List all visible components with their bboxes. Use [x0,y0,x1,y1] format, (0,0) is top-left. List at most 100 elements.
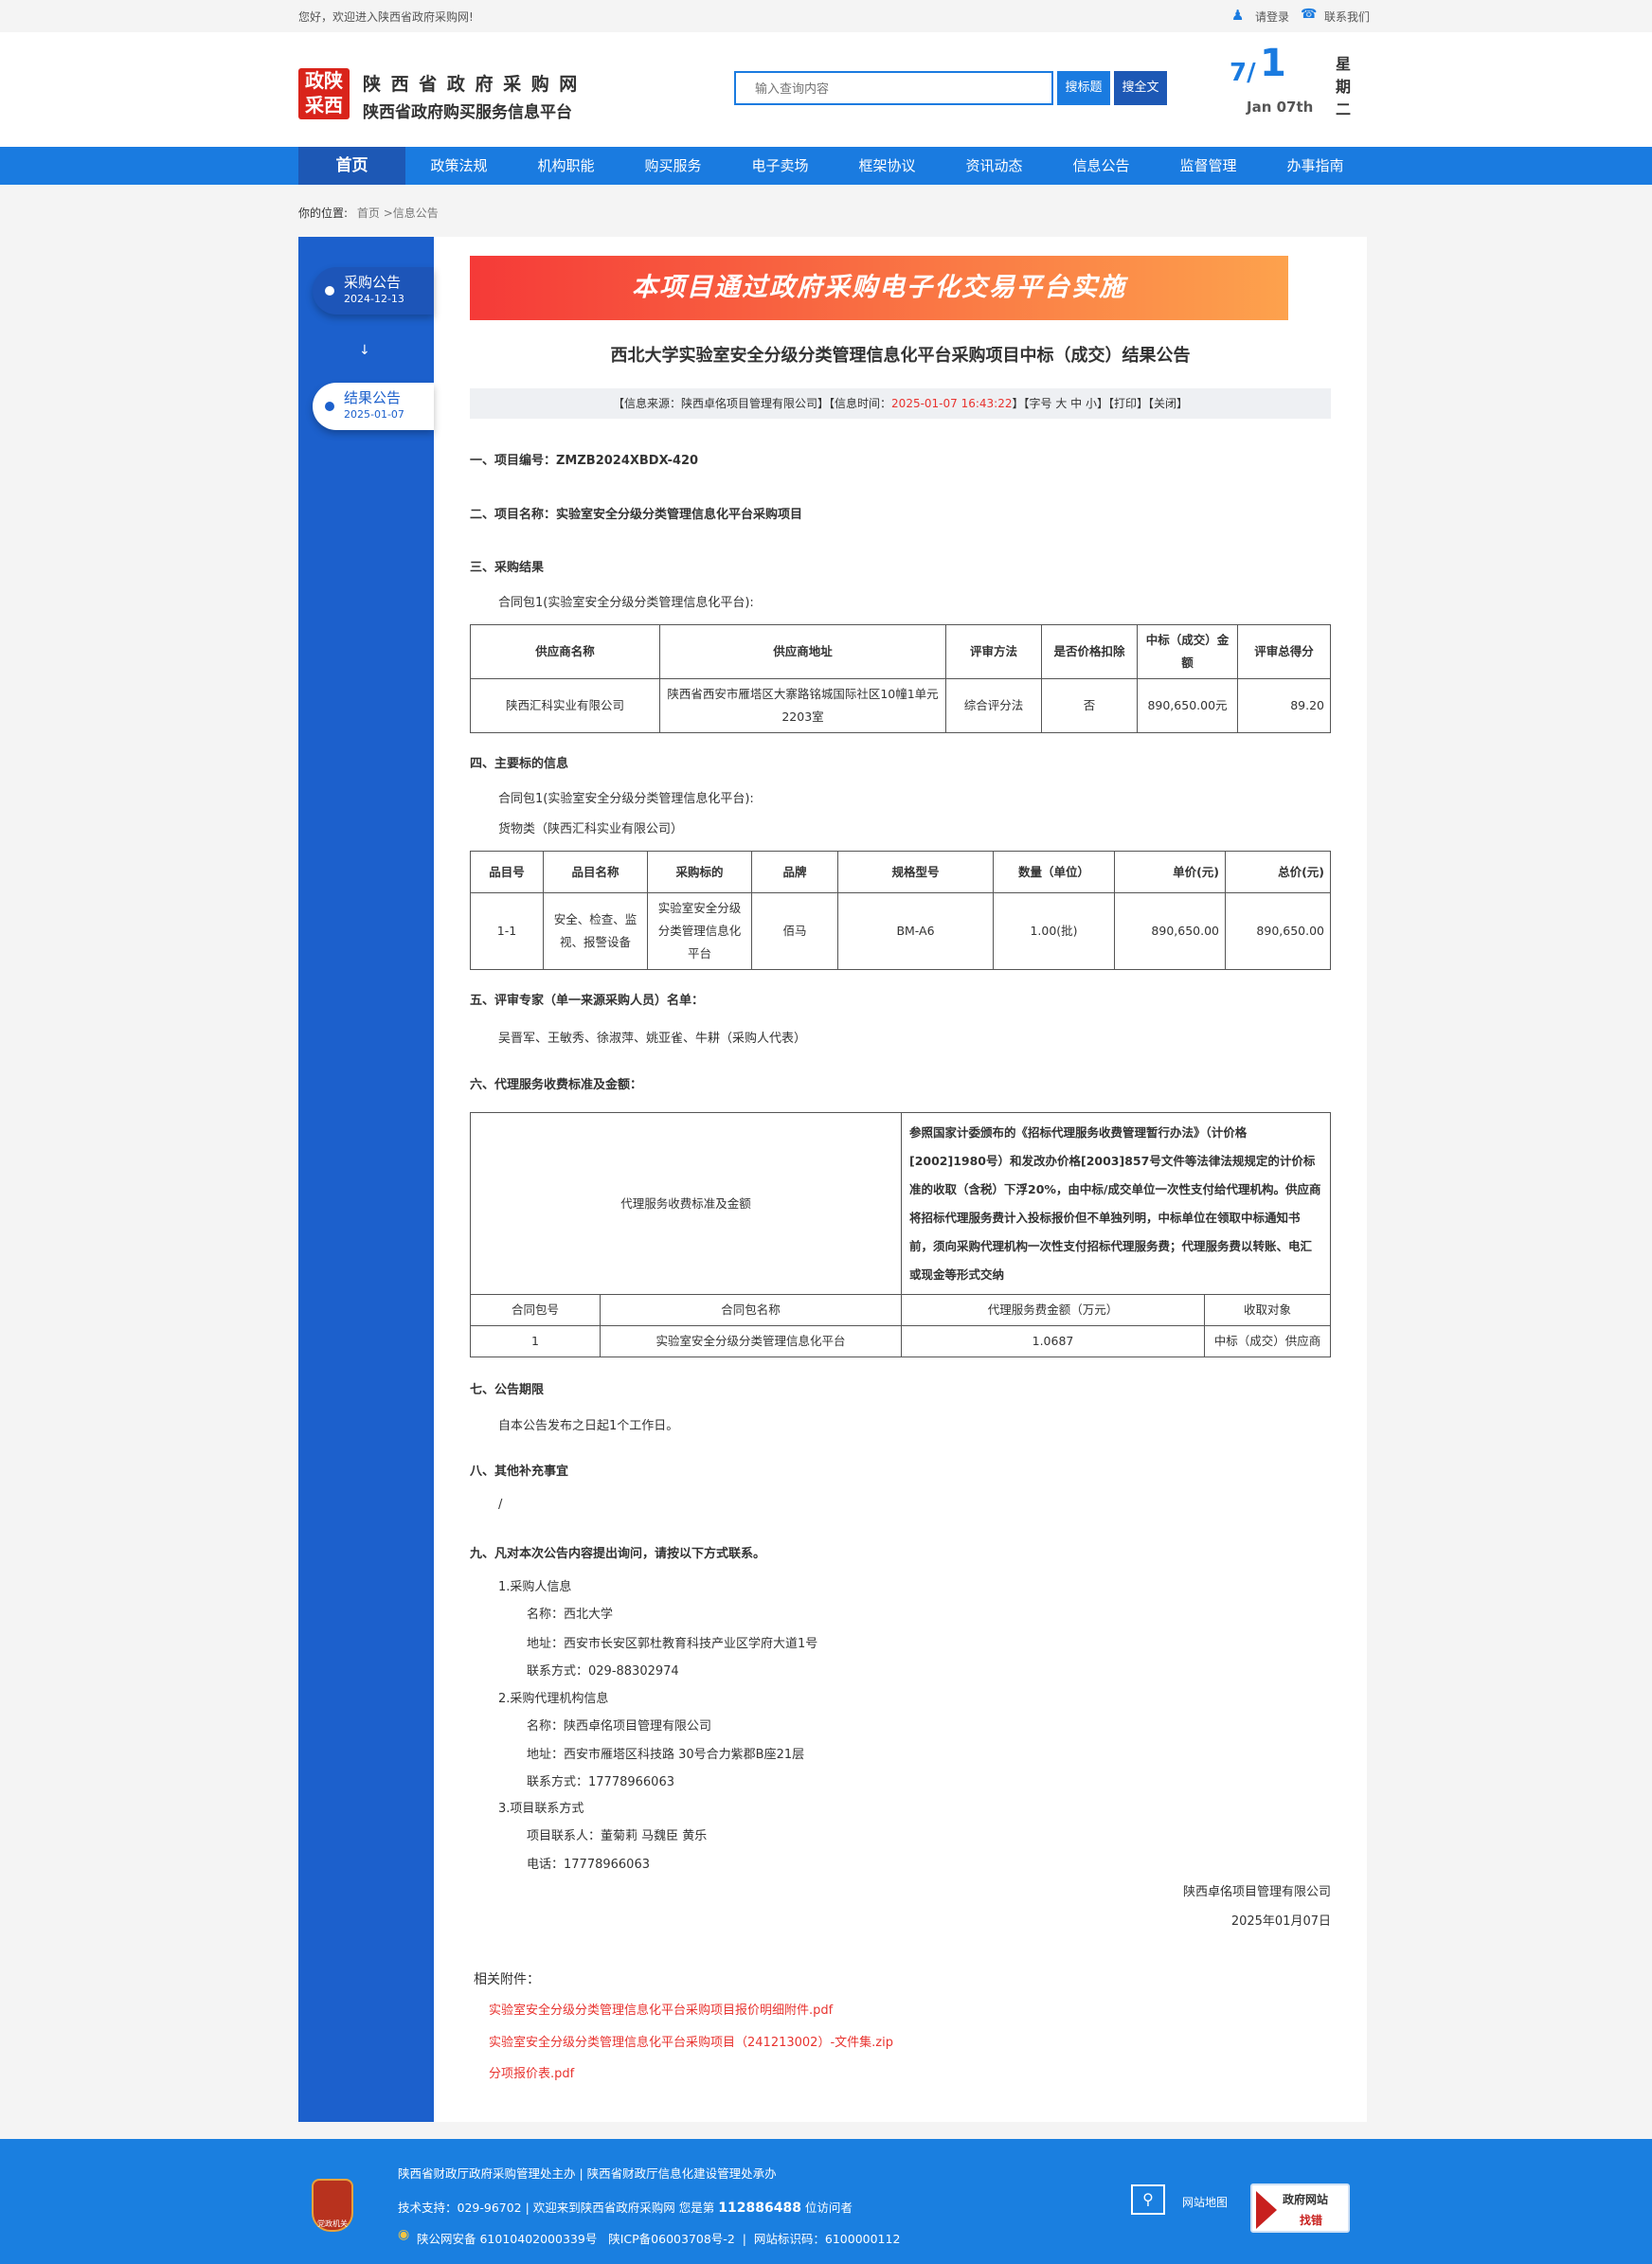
site-logo[interactable]: 政陕 采西 [298,68,350,119]
dot-icon [325,402,334,411]
user-icon: ♟ [1231,7,1245,24]
nav-institution[interactable]: 机构职能 [537,157,595,174]
col-header: 品目名称 [543,851,648,893]
nav-news[interactable]: 资讯动态 [965,157,1023,174]
agency-name: 名称：陕西卓佲项目管理有限公司 [527,1719,712,1734]
nav-guide[interactable]: 办事指南 [1286,157,1344,174]
login-link[interactable]: 请登录 [1255,10,1290,24]
fee-label: 代理服务收费标准及金额 [470,1112,902,1295]
cell: 实验室安全分级分类管理信息化平台 [647,892,752,970]
nav-policy[interactable]: 政策法规 [430,157,488,174]
col-header: 中标（成交）金额 [1137,624,1238,679]
contact-link[interactable]: 联系我们 [1324,10,1371,24]
nav-notices[interactable]: 信息公告 [1072,157,1130,174]
result-table: 供应商名称 供应商地址 评审方法 是否价格扣除 中标（成交）金额 评审总得分 陕西汇科实业… [470,624,1331,733]
search-input[interactable] [734,71,1053,105]
project-contact-person: 项目联系人：董菊莉 马魏臣 黄乐 [527,1829,708,1843]
col-header: 规格型号 [837,851,994,893]
timeline-label: 采购公告 [344,274,402,291]
buyer-address: 地址：西安市长安区郭杜教育科技产业区学府大道1号 [527,1637,818,1651]
nav-supervision[interactable]: 监督管理 [1179,157,1237,174]
timeline-sidebar: 采购公告 2024-12-13 ↓ 结果公告 2025-01-07 [298,237,434,2122]
report-subtitle: 找错 [1300,2214,1323,2227]
site-subtitle: 陕西省政府购买服务信息平台 [363,103,572,122]
footer: 党政机关 陕西省财政厅政府采购管理处主办 | 陕西省财政厅信息化建设管理处承办 … [0,2139,1652,2264]
col-header: 品牌 [751,851,838,893]
footer-icp[interactable]: 陕公网安备 61010402000339号 陕ICP备06003708号-2 |… [417,2232,901,2246]
cell: 1.00(批) [993,892,1115,970]
agency-address: 地址：西安市雁塔区科技路 30号合力紫郡B座21层 [527,1748,805,1762]
experts-list: 吴晋军、王敏秀、徐淑萍、姚亚雀、牛耕（采购人代表） [498,1032,807,1046]
col-header: 采购标的 [647,851,752,893]
meta-time: 2025-01-07 16:43:22 [891,397,1013,410]
section-contact: 九、凡对本次公告内容提出询问，请按以下方式联系。 [470,1547,766,1561]
agency-phone: 联系方式：17778966063 [527,1775,674,1789]
timeline-date: 2024-12-13 [344,293,404,305]
fee-table: 代理服务收费标准及金额 参照国家计委颁布的《招标代理服务收费管理暂行办法》（计价格… [470,1112,1331,1357]
section-agency-fee: 六、代理服务收费标准及金额： [470,1078,643,1092]
attachment-link[interactable]: 分项报价表.pdf [489,2067,575,2081]
breadcrumb-path[interactable]: 首页 >信息公告 [356,207,439,220]
buyer-name: 名称：西北大学 [527,1608,614,1622]
site-title: 陕 西 省 政 府 采 购 网 [363,74,580,95]
nav-framework[interactable]: 框架协议 [858,157,916,174]
cell: 890,650.00 [1225,892,1331,970]
cell: 1-1 [470,892,544,970]
breadcrumb: 你的位置: 首页 >信息公告 [298,205,439,221]
article-title: 西北大学实验室安全分级分类管理信息化平台采购项目中标（成交）结果公告 [610,346,1191,366]
col-header: 评审总得分 [1237,624,1331,679]
package-label: 合同包1(实验室安全分级分类管理信息化平台): [498,792,754,806]
platform-banner: 本项目通过政府采购电子化交易平台实施 [470,256,1288,320]
buyer-phone: 联系方式：029-88302974 [527,1664,679,1679]
col-header: 单价(元) [1114,851,1226,893]
phone-icon: ☎ [1301,7,1318,22]
cell: 否 [1041,678,1138,733]
badge-text: 党政机关 [317,2219,348,2228]
search-fulltext-button[interactable]: 搜全文 [1114,71,1167,105]
timeline-item-procurement[interactable]: 采购公告 2024-12-13 [313,267,434,314]
attachment-link[interactable]: 实验室安全分级分类管理信息化平台采购项目报价明细附件.pdf [489,2003,834,2018]
footer-support: 技术支持：029-96702 | 欢迎来到陕西省政府采购网 您是第 112886… [398,2198,853,2216]
report-title: 政府网站 [1283,2193,1329,2206]
category-label: 货物类（陕西汇科实业有限公司） [498,822,684,836]
arrow-down-icon: ↓ [359,343,370,358]
package-label: 合同包1(实验室安全分级分类管理信息化平台): [498,596,754,610]
project-contact-phone: 电话：17778966063 [527,1858,650,1872]
col-header: 供应商名称 [470,624,660,679]
nav-home[interactable]: 首页 [298,147,405,185]
cell: 陕西省西安市雁塔区大寨路铭城国际社区10幢1单元2203室 [659,678,946,733]
footer-sponsor: 陕西省财政厅政府采购管理处主办 | 陕西省财政厅信息化建设管理处承办 [398,2166,777,2181]
cell: 890,650.00 [1114,892,1226,970]
sitemap-icon[interactable]: ⚲ [1131,2184,1165,2215]
report-logo-icon [1256,2191,1277,2229]
section-project-no: 一、项目编号：ZMZB2024XBDX-420 [470,454,699,468]
search-title-button[interactable]: 搜标题 [1057,71,1110,105]
meta-actions[interactable]: 】【字号 大 中 小】【打印】【关闭】 [1012,397,1188,410]
attachment-link[interactable]: 实验室安全分级分类管理信息化平台采购项目（241213002）-文件集.zip [489,2036,893,2050]
cell: BM-A6 [837,892,994,970]
police-emblem-icon: ◉ [398,2227,410,2242]
agency-heading: 2.采购代理机构信息 [498,1692,609,1706]
welcome-text: 您好，欢迎进入陕西省政府采购网! [298,10,474,24]
nav-purchase-service[interactable]: 购买服务 [644,157,702,174]
support-text: 技术支持：029-96702 | 欢迎来到陕西省政府采购网 您是第 [398,2201,715,2215]
nav-e-mall[interactable]: 电子卖场 [751,157,809,174]
period-text: 自本公告发布之日起1个工作日。 [498,1419,679,1433]
sitemap-link[interactable]: 网站地图 [1182,2196,1229,2209]
top-bar: 您好，欢迎进入陕西省政府采购网! ♟ 请登录 ☎ 联系我们 [0,0,1652,32]
gov-site-error-report[interactable]: 政府网站 找错 [1250,2183,1350,2233]
col-header: 供应商地址 [659,624,946,679]
cell: 1.0687 [901,1325,1205,1357]
cell: 1 [470,1325,601,1357]
fee-description: 参照国家计委颁布的《招标代理服务收费管理暂行办法》（计价格[2002]1980号… [901,1112,1331,1295]
col-header: 代理服务费金额（万元） [901,1294,1205,1326]
party-gov-badge[interactable]: 党政机关 [312,2179,353,2232]
table-row: 1 实验室安全分级分类管理信息化平台 1.0687 中标（成交）供应商 [470,1325,1331,1357]
weekday: 星期二 [1336,55,1352,118]
signature-org: 陕西卓佲项目管理有限公司 [1182,1885,1331,1899]
section-project-name: 二、项目名称：实验室安全分级分类管理信息化平台采购项目 [470,508,803,522]
date-en: Jan 07th [1247,99,1314,116]
timeline-item-result[interactable]: 结果公告 2025-01-07 [313,383,434,430]
cell: 890,650.00元 [1137,678,1238,733]
